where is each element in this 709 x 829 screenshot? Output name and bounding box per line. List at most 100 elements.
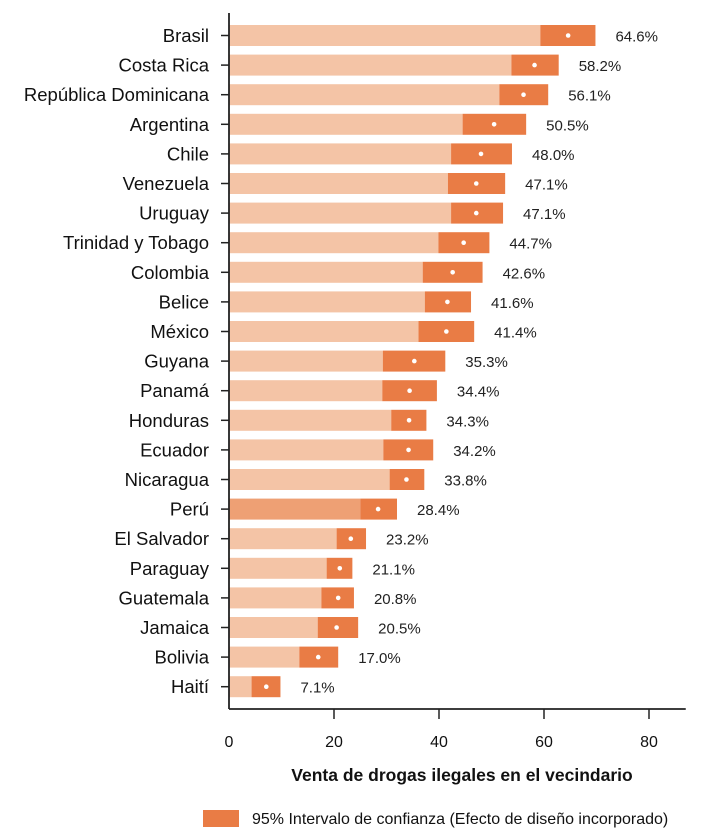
point-estimate-marker bbox=[334, 625, 339, 630]
category-label: Haití bbox=[171, 676, 210, 697]
category-labels: Brasil Costa Rica República Dominicana Arge… bbox=[24, 25, 210, 697]
axes bbox=[221, 13, 686, 719]
legend: 95% Intervalo de confianza (Efecto de di… bbox=[203, 810, 668, 828]
value-label: 21.1% bbox=[372, 561, 415, 578]
bar bbox=[229, 498, 361, 520]
bar bbox=[229, 557, 327, 579]
category-label: Guatemala bbox=[119, 587, 210, 608]
point-estimate-marker bbox=[404, 477, 409, 482]
bar bbox=[229, 143, 452, 165]
point-estimate-marker bbox=[521, 92, 526, 97]
legend-label: 95% Intervalo de confianza (Efecto de di… bbox=[252, 811, 668, 828]
category-label: Jamaica bbox=[140, 617, 210, 638]
value-label: 20.5% bbox=[378, 621, 421, 638]
value-label: 48.0% bbox=[532, 147, 575, 164]
point-estimate-marker bbox=[565, 33, 571, 38]
value-label: 34.4% bbox=[457, 384, 500, 401]
value-label: 42.6% bbox=[503, 265, 546, 282]
x-tick-label: 0 bbox=[225, 734, 234, 751]
point-estimate-marker bbox=[335, 595, 341, 601]
category-label: Belice bbox=[159, 291, 209, 312]
bar bbox=[229, 646, 300, 668]
category-label: Panamá bbox=[140, 380, 210, 401]
bar bbox=[229, 25, 541, 46]
point-estimate-marker bbox=[445, 299, 450, 305]
category-label: Chile bbox=[167, 143, 209, 164]
value-label: 33.8% bbox=[444, 473, 487, 490]
bar bbox=[229, 291, 425, 313]
bar bbox=[229, 409, 392, 431]
point-estimate-marker bbox=[444, 329, 449, 334]
legend-swatch bbox=[203, 810, 239, 827]
point-estimate-marker bbox=[450, 270, 455, 275]
point-estimate-marker bbox=[491, 122, 497, 127]
point-estimate-marker bbox=[412, 358, 417, 364]
bar bbox=[229, 380, 383, 402]
value-label: 47.1% bbox=[525, 177, 568, 194]
category-label: Ecuador bbox=[140, 439, 209, 460]
point-estimate-marker bbox=[532, 62, 537, 68]
category-label: Perú bbox=[170, 499, 209, 520]
bar bbox=[229, 617, 318, 638]
bar bbox=[229, 469, 390, 490]
bar bbox=[229, 202, 452, 224]
bars-layer bbox=[229, 25, 596, 698]
value-label: 7.1% bbox=[300, 680, 334, 697]
point-estimate-marker bbox=[473, 210, 479, 216]
value-label: 17.0% bbox=[358, 650, 401, 667]
value-label: 41.4% bbox=[494, 325, 537, 342]
category-label: Paraguay bbox=[130, 558, 210, 579]
category-label: Colombia bbox=[131, 262, 210, 283]
point-estimate-marker bbox=[478, 151, 484, 157]
category-label: Argentina bbox=[130, 114, 210, 135]
point-estimate-marker bbox=[348, 536, 354, 541]
value-label: 28.4% bbox=[417, 502, 460, 519]
value-labels: 64.6% 58.2% 56.1% 50.5% 48.0% 47.1% 47.1% 44.7%… bbox=[300, 29, 658, 697]
bar bbox=[229, 261, 423, 283]
value-label: 47.1% bbox=[523, 206, 566, 223]
category-label: Trinidad y Tobago bbox=[63, 232, 209, 253]
bar bbox=[229, 232, 439, 254]
category-label: Bolivia bbox=[155, 647, 210, 668]
bar bbox=[229, 113, 463, 135]
value-label: 64.6% bbox=[615, 29, 658, 46]
value-label: 34.2% bbox=[453, 443, 496, 460]
bar bbox=[229, 173, 448, 194]
x-tick-label: 60 bbox=[535, 734, 553, 751]
x-axis-title: Venta de drogas ilegales en el vecindari… bbox=[291, 765, 632, 785]
value-label: 56.1% bbox=[568, 88, 611, 105]
bar bbox=[229, 54, 512, 76]
category-label: Honduras bbox=[129, 410, 209, 431]
bar bbox=[229, 587, 322, 609]
point-estimate-marker bbox=[263, 684, 269, 689]
category-label: El Salvador bbox=[114, 528, 209, 549]
category-label: Guyana bbox=[144, 351, 210, 372]
category-label: Brasil bbox=[163, 25, 209, 46]
bar bbox=[229, 676, 252, 698]
point-estimate-marker bbox=[406, 418, 412, 423]
point-estimate-marker bbox=[375, 506, 381, 512]
bar bbox=[229, 439, 384, 461]
point-estimate-marker bbox=[315, 654, 321, 660]
x-tick-label: 20 bbox=[325, 734, 343, 751]
value-label: 34.3% bbox=[446, 413, 489, 430]
value-label: 41.6% bbox=[491, 295, 534, 312]
category-label: Costa Rica bbox=[119, 55, 210, 76]
bar bbox=[229, 350, 383, 372]
point-estimate-marker bbox=[337, 566, 343, 571]
point-estimate-marker bbox=[407, 388, 412, 394]
value-label: 23.2% bbox=[386, 532, 429, 549]
point-estimate-marker bbox=[461, 240, 466, 245]
value-label: 35.3% bbox=[465, 354, 508, 371]
bar bbox=[229, 84, 500, 106]
point-estimate-marker bbox=[473, 181, 479, 186]
value-label: 50.5% bbox=[546, 117, 589, 134]
category-label: Uruguay bbox=[139, 203, 210, 224]
category-label: Nicaragua bbox=[125, 469, 210, 490]
point-estimate-marker bbox=[406, 447, 411, 453]
value-label: 20.8% bbox=[374, 591, 417, 608]
category-label: México bbox=[150, 321, 209, 342]
category-label: Venezuela bbox=[123, 173, 210, 194]
x-tick-label: 80 bbox=[640, 734, 658, 751]
value-label: 58.2% bbox=[579, 58, 622, 75]
